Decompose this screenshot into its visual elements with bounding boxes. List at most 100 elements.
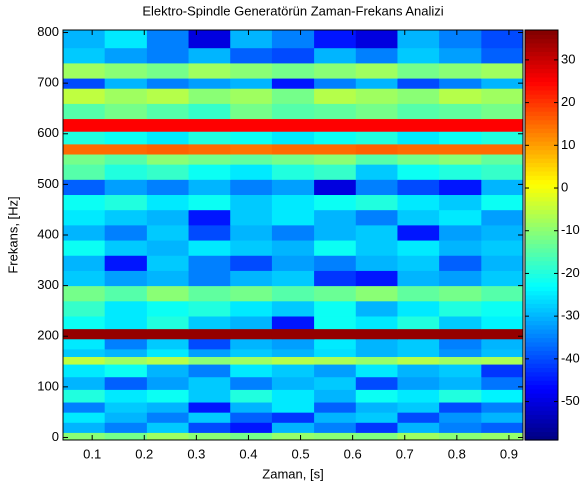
heat-cell — [146, 376, 190, 390]
colorbar-segment — [525, 367, 558, 373]
heat-cell — [188, 338, 231, 350]
heat-cell — [397, 432, 440, 441]
x-tick-label: 0.4 — [239, 446, 257, 461]
heat-cell — [355, 194, 398, 211]
colorbar-segment — [525, 294, 558, 300]
colorbar-tick-label: -20 — [561, 265, 580, 280]
y-tick-label: 600 — [37, 125, 59, 140]
heat-cell — [314, 402, 357, 413]
heat-cell — [63, 154, 106, 165]
heat-cell — [271, 78, 315, 89]
colorbar-segment — [525, 350, 558, 356]
heat-cell — [63, 412, 106, 423]
heat-cell — [439, 328, 482, 340]
colorbar-segment — [525, 166, 558, 172]
heat-cell — [481, 103, 524, 120]
heat-cell — [188, 389, 231, 403]
heat-cell — [188, 164, 231, 180]
colorbar-segment — [525, 98, 558, 104]
heat-cell — [63, 376, 106, 390]
heat-cell — [104, 62, 148, 79]
heat-cell — [481, 240, 524, 256]
heat-cell — [188, 103, 231, 120]
y-tick-label: 100 — [37, 378, 59, 393]
heat-cell — [314, 376, 357, 390]
heat-cell — [355, 131, 398, 145]
heat-cell — [314, 118, 357, 132]
heat-cell — [104, 209, 148, 226]
colorbar-segment — [525, 149, 558, 155]
colorbar-segment — [525, 341, 558, 347]
heat-cell — [104, 422, 148, 433]
heat-cell — [271, 422, 315, 433]
heat-cell — [146, 402, 190, 413]
heat-cell — [481, 389, 524, 403]
heat-cell — [230, 315, 273, 330]
heat-cell — [314, 143, 357, 155]
colorbar-segment — [525, 183, 558, 189]
heat-cell — [188, 194, 231, 211]
x-tick-label: 0.2 — [135, 446, 153, 461]
heat-cell — [63, 285, 106, 302]
colorbar-segment — [525, 89, 558, 95]
heat-cell — [271, 412, 315, 423]
heat-cell — [397, 103, 440, 120]
heat-cell — [355, 154, 398, 165]
heat-cell — [188, 300, 231, 317]
y-tick-label: 800 — [37, 24, 59, 39]
heat-cell — [104, 88, 148, 104]
heat-cell — [104, 402, 148, 413]
heat-cell — [146, 300, 190, 317]
colorbar-segment — [525, 281, 558, 287]
heat-cell — [481, 143, 524, 155]
heat-cell — [146, 285, 190, 302]
heat-cell — [355, 143, 398, 155]
colorbar-frame — [524, 29, 559, 441]
heat-cell — [63, 224, 106, 241]
heat-cell — [271, 315, 315, 330]
heat-cell — [481, 315, 524, 330]
heat-cell — [63, 103, 106, 120]
colorbar-segment — [525, 106, 558, 112]
heat-cell — [397, 270, 440, 287]
heat-cell — [439, 240, 482, 256]
colorbar-segment — [525, 94, 558, 99]
heat-cell — [314, 88, 357, 104]
heat-cell — [230, 376, 273, 390]
heat-cell — [481, 88, 524, 104]
heat-cell — [481, 209, 524, 226]
colorbar-segment — [525, 256, 558, 262]
heat-cell — [188, 402, 231, 413]
colorbar-segment — [525, 414, 558, 420]
colorbar-segment — [525, 337, 558, 343]
heat-cell — [397, 389, 440, 403]
heat-cell — [439, 338, 482, 350]
x-tick-label: 0.7 — [396, 446, 414, 461]
heat-cell — [104, 179, 148, 196]
heat-cell — [146, 338, 190, 350]
heat-cell — [271, 164, 315, 180]
heat-cell — [104, 270, 148, 287]
heat-cell — [397, 285, 440, 302]
heat-cell — [63, 194, 106, 211]
heat-cell — [439, 47, 482, 64]
heat-cell — [439, 179, 482, 196]
heat-cell — [439, 300, 482, 317]
heat-cell — [230, 209, 273, 226]
heat-cell — [314, 422, 357, 433]
x-axis-label: Zaman, [s] — [262, 466, 323, 481]
colorbar-segment — [525, 316, 558, 322]
colorbar-segment — [525, 205, 558, 210]
heat-cell — [481, 131, 524, 145]
heat-cell — [63, 78, 106, 89]
colorbar-segment — [525, 213, 558, 219]
heat-cell — [146, 240, 190, 256]
heat-cell — [481, 285, 524, 302]
colorbar-segment — [525, 328, 558, 334]
colorbar-segment — [525, 363, 558, 368]
heat-cell — [439, 364, 482, 378]
colorbar-segment — [525, 132, 558, 138]
colorbar-segment — [525, 371, 558, 377]
heat-cell — [314, 389, 357, 403]
heat-cell — [146, 255, 190, 271]
